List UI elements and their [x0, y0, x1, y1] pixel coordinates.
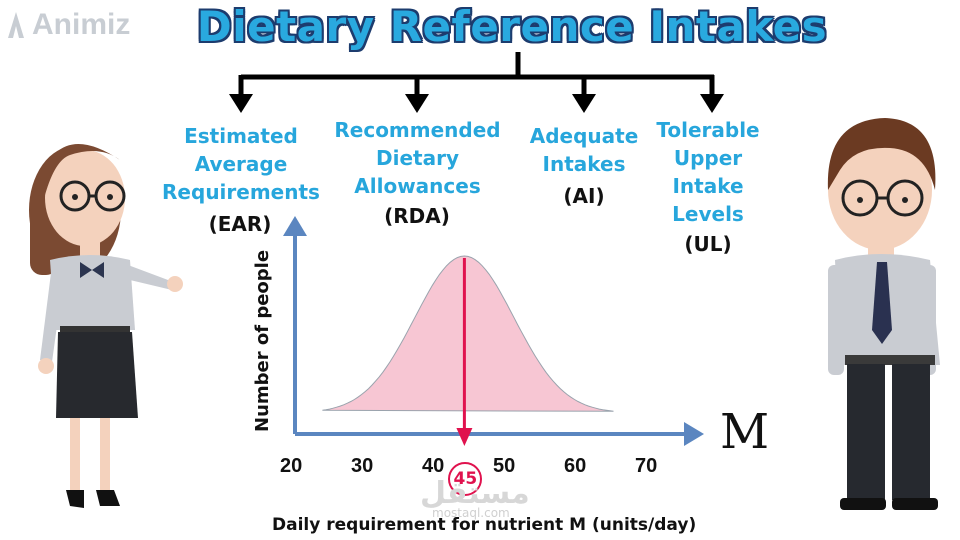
man-presenter: [827, 118, 940, 510]
x-tick-label: 40: [422, 455, 445, 477]
category-rda-line: Recommended: [334, 118, 501, 142]
arrow-down-icon: [405, 94, 429, 113]
x-tick-label: 30: [351, 455, 374, 477]
x-tick-label: 70: [635, 455, 658, 477]
curve-area: [322, 255, 614, 412]
category-rda-line: Dietary: [376, 146, 459, 170]
arrow-down-icon: [572, 94, 596, 113]
category-ul: Tolerable Upper Intake Levels: [648, 116, 768, 228]
category-ul-line: Tolerable: [656, 118, 760, 142]
arrow-down-icon: [229, 94, 253, 113]
x-axis-arrow-icon: [684, 422, 704, 446]
page-title: Dietary Reference Intakes: [196, 2, 828, 51]
category-ul-line: Intake: [672, 174, 744, 198]
category-ul-line: Upper: [673, 146, 743, 170]
category-ai-line: Adequate: [529, 124, 639, 148]
category-ul-abbr: (UL): [684, 232, 732, 256]
category-ul-line: Levels: [672, 202, 744, 226]
y-axis-label: Number of people: [252, 249, 273, 432]
axis-end-label: M: [720, 404, 770, 460]
category-ai-line: Intakes: [542, 152, 626, 176]
category-ai: Adequate Intakes: [524, 122, 644, 178]
ear-marker-arrow-icon: [456, 428, 473, 446]
category-ear-abbr: (EAR): [208, 212, 272, 236]
category-ear-line: Estimated: [184, 124, 298, 148]
category-rda: Recommended Dietary Allowances: [330, 116, 505, 200]
category-ai-abbr: (AI): [563, 184, 605, 208]
animiz-logo: Animiz: [6, 8, 130, 42]
category-ear-line: Average: [194, 152, 288, 176]
woman-presenter: [29, 144, 183, 508]
category-ear-line: Requirements: [162, 180, 320, 204]
watermark: مستقل: [420, 476, 530, 511]
y-axis-arrow-icon: [283, 216, 307, 236]
ear-value-badge: 45: [448, 462, 483, 496]
category-rda-abbr: (RDA): [384, 204, 450, 228]
x-tick-label: 60: [564, 455, 587, 477]
x-axis-label: Daily requirement for nutrient M (units/…: [272, 515, 697, 535]
x-tick-label: 50: [493, 455, 516, 477]
x-tick-label: 20: [280, 455, 303, 477]
logo-text: Animiz: [32, 8, 131, 41]
arrow-down-icon: [700, 94, 724, 113]
animiz-logo-icon: [8, 12, 24, 38]
category-ear: Estimated Average Requirements: [160, 122, 322, 206]
category-rda-line: Allowances: [354, 174, 481, 198]
watermark-sub: mostaql.com: [432, 506, 510, 520]
